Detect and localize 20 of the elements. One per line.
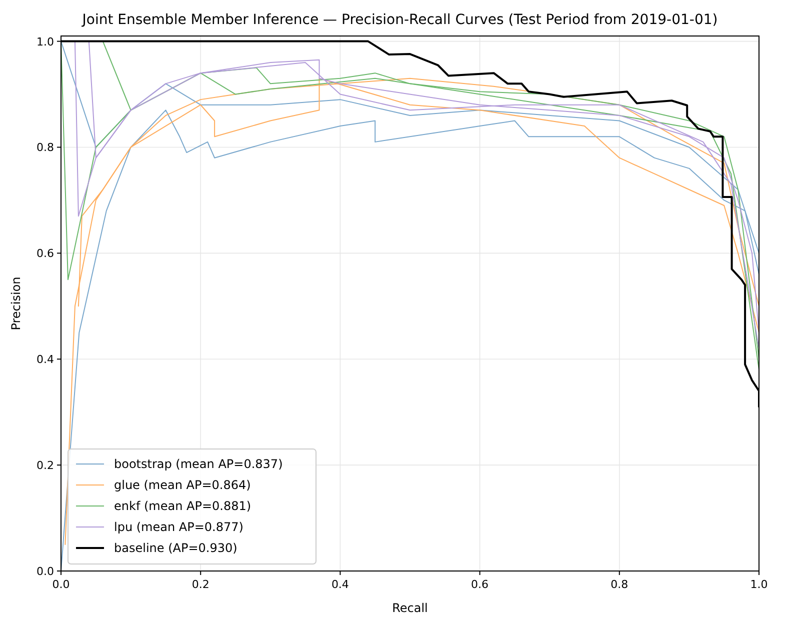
y-tick-label: 0.6 bbox=[36, 247, 54, 260]
legend-label: glue (mean AP=0.864) bbox=[114, 478, 251, 492]
y-tick-label: 0.0 bbox=[36, 565, 54, 578]
y-tick-label: 0.8 bbox=[36, 141, 54, 154]
x-tick-label: 0.4 bbox=[331, 578, 349, 591]
legend-label: enkf (mean AP=0.881) bbox=[114, 499, 252, 513]
legend-label: baseline (AP=0.930) bbox=[114, 541, 238, 555]
x-tick-label: 0.0 bbox=[52, 578, 70, 591]
y-tick-label: 0.4 bbox=[36, 353, 54, 366]
x-tick-label: 0.2 bbox=[192, 578, 210, 591]
x-tick-label: 0.6 bbox=[471, 578, 489, 591]
y-tick-label: 0.2 bbox=[36, 459, 54, 472]
x-tick-label: 1.0 bbox=[750, 578, 768, 591]
y-tick-label: 1.0 bbox=[36, 35, 54, 48]
x-tick-label: 0.8 bbox=[610, 578, 628, 591]
x-axis-title: Recall bbox=[392, 601, 428, 615]
y-axis-title: Precision bbox=[9, 276, 23, 330]
legend-label: lpu (mean AP=0.877) bbox=[114, 520, 244, 534]
legend-label: bootstrap (mean AP=0.837) bbox=[114, 457, 283, 471]
chart-title: Joint Ensemble Member Inference — Precision-Recall Curves (Test Period from 2019-01-01) bbox=[81, 12, 718, 28]
